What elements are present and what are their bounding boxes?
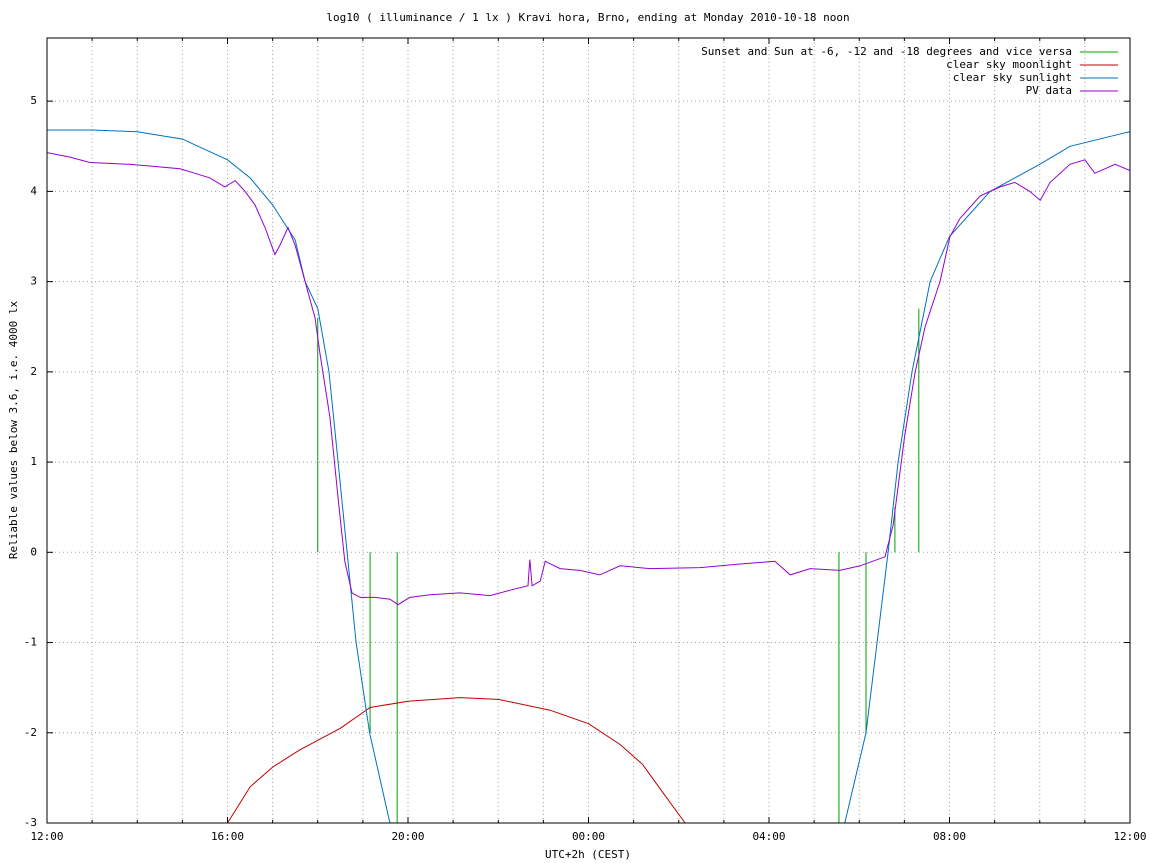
series-line (227, 697, 686, 823)
y-tick-label: 4 (30, 184, 37, 197)
legend-label: PV data (1026, 84, 1072, 97)
y-tick-label: 2 (30, 365, 37, 378)
y-tick-label: -2 (24, 726, 37, 739)
x-tick-label: 08:00 (933, 830, 966, 843)
plot-area (47, 129, 1130, 823)
legend-label: Sunset and Sun at -6, -12 and -18 degree… (701, 45, 1072, 58)
x-tick-label: 12:00 (1113, 830, 1146, 843)
legend-label: clear sky moonlight (946, 58, 1072, 71)
chart-title: log10 ( illuminance / 1 lx ) Kravi hora,… (326, 11, 849, 24)
y-tick-label: 1 (30, 455, 37, 468)
y-tick-label: 3 (30, 275, 37, 288)
y-tick-label: 5 (30, 94, 37, 107)
x-tick-label: 12:00 (30, 830, 63, 843)
y-tick-label: -3 (24, 816, 37, 829)
series-line (47, 129, 1130, 823)
y-tick-label: 0 (30, 545, 37, 558)
x-tick-label: 20:00 (391, 830, 424, 843)
x-axis-label: UTC+2h (CEST) (545, 848, 631, 861)
y-tick-label: -1 (24, 636, 37, 649)
legend-label: clear sky sunlight (953, 71, 1072, 84)
x-tick-label: 04:00 (752, 830, 785, 843)
x-tick-label: 00:00 (572, 830, 605, 843)
y-axis-label: Reliable values below 3.6, i.e. 4000 lx (7, 300, 20, 559)
grid (46, 38, 1131, 824)
x-tick-label: 16:00 (211, 830, 244, 843)
axes: -3 -2 -1 0 1 2 3 4 5 12:00 16:00 20:00 00:00 04:00 08:… (24, 38, 1147, 843)
series-line (47, 152, 1130, 606)
